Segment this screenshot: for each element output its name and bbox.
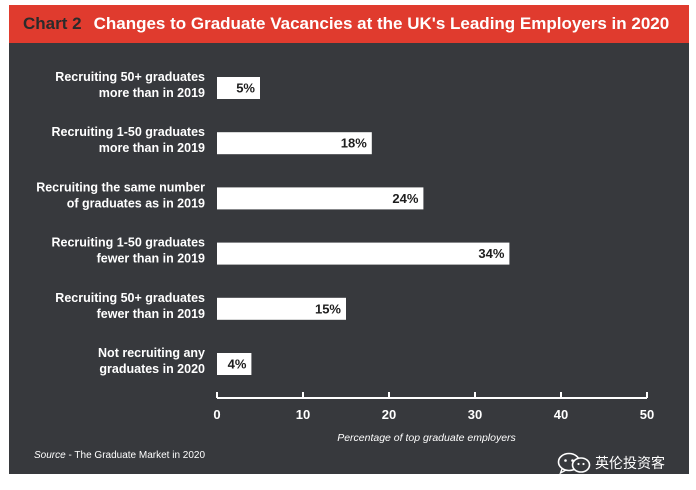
- x-tick-label-50: 50: [640, 407, 654, 422]
- bar-value-label-5: 15%: [315, 301, 341, 316]
- x-tick-label-40: 40: [554, 407, 568, 422]
- watermark: 英伦投资客: [557, 452, 665, 474]
- chart-title: Changes to Graduate Vacancies at the UK'…: [93, 14, 670, 33]
- bar-3: [217, 187, 424, 210]
- category-label-6: Not recruiting any graduates in 2020: [98, 346, 205, 376]
- x-tick-label-10: 10: [296, 407, 310, 422]
- watermark-text: 英伦投资客: [595, 455, 665, 471]
- x-tick-label-0: 0: [213, 407, 220, 422]
- category-label-2: Recruiting 1-50 graduates more than in 20…: [51, 125, 205, 155]
- x-tick-label-30: 30: [468, 407, 482, 422]
- wechat-logo-icon: [557, 452, 591, 474]
- bar-value-label-2: 18%: [341, 136, 367, 151]
- source-note: Source - The Graduate Market in 2020: [34, 450, 205, 461]
- source-separator: -: [65, 450, 75, 461]
- chart-panel: Chart 2 Changes to Graduate Vacancies at…: [9, 5, 689, 474]
- bar-value-label-4: 34%: [478, 246, 504, 261]
- bar-value-label-1: 5%: [236, 81, 255, 96]
- x-tick-label-20: 20: [382, 407, 396, 422]
- source-text: The Graduate Market in 2020: [74, 450, 206, 461]
- category-label-3: Recruiting the same number of graduates a…: [36, 180, 205, 210]
- source-prefix: Source: [34, 450, 66, 461]
- category-label-4: Recruiting 1-50 graduates fewer than in 2…: [51, 236, 205, 266]
- bar-6: [217, 353, 252, 375]
- category-label-1: Recruiting 50+ graduates more than in 201…: [55, 70, 205, 100]
- bar-chart: 5% Recruiting 50+ graduates more than in 2…: [36, 70, 654, 422]
- x-axis-label: Percentage of top graduate employers: [337, 432, 516, 444]
- bar-4: [217, 242, 510, 265]
- category-label-5: Recruiting 50+ graduates fewer than in 20…: [55, 291, 205, 321]
- bar-5: [217, 297, 346, 320]
- chart-number: Chart 2: [23, 14, 82, 33]
- chart-header: Chart 2 Changes to Graduate Vacancies at…: [9, 5, 689, 43]
- bar-2: [217, 132, 372, 155]
- bar-value-label-3: 24%: [392, 191, 418, 206]
- bar-1: [217, 77, 260, 99]
- bar-value-label-6: 4%: [228, 357, 247, 372]
